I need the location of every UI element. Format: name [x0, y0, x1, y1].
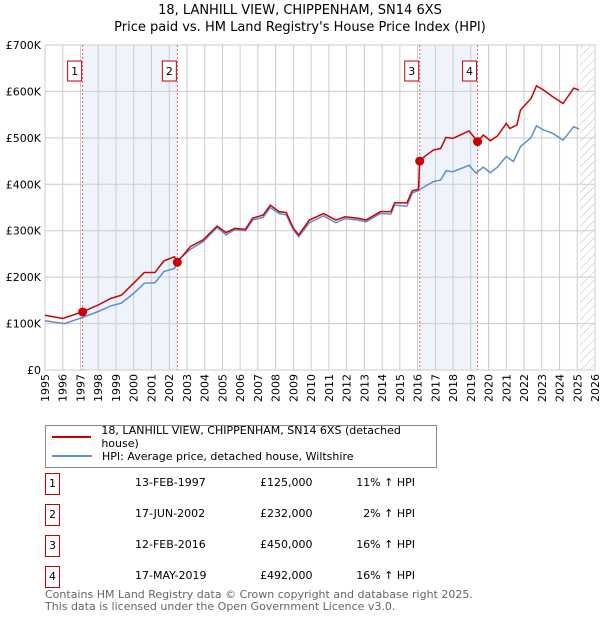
series-line-price — [44, 84, 580, 320]
x-tick-label: 2021 — [500, 374, 513, 402]
x-tick-label: 2012 — [341, 374, 354, 402]
sale-number: 3 — [45, 535, 60, 557]
x-tick-label: 2000 — [128, 374, 141, 402]
x-tick-label: 2017 — [429, 374, 442, 402]
footer-licence: This data is licensed under the Open Gov… — [45, 600, 396, 613]
y-tick-label: £0 — [27, 364, 41, 377]
chart-plot: 1995 1996 1997 1998 1999 2000 2001 2002 2003 2004… — [6, 39, 600, 402]
sale-label: 4 — [466, 65, 473, 78]
x-tick-label: 2003 — [181, 374, 194, 402]
table-row: 4 17-MAY-2019 £492,000 16% ↑ HPI — [45, 566, 465, 588]
y-tick-label: £500K — [6, 132, 42, 145]
sale-label-box — [462, 60, 478, 82]
legend-swatch-red — [52, 436, 92, 438]
x-tick-label: 2020 — [483, 374, 496, 402]
y-tick-label: £100K — [6, 318, 42, 331]
sale-label: 2 — [166, 65, 173, 78]
series-line-hpi — [44, 124, 580, 325]
chart-title: 18, LANHILL VIEW, CHIPPENHAM, SN14 6XS — [158, 3, 442, 18]
footer-copyright: Contains HM Land Registry data © Crown c… — [45, 588, 473, 601]
sale-label-box — [161, 60, 177, 82]
y-tick-label: £200K — [6, 271, 42, 284]
x-tick-label: 2018 — [447, 374, 460, 402]
x-tick-label: 2010 — [305, 374, 318, 402]
legend-label: HPI: Average price, detached house, Wilt… — [102, 449, 354, 463]
sale-price: £125,000 — [260, 476, 313, 489]
sale-point — [78, 307, 88, 317]
sale-hpi-diff: 2% ↑ HPI — [363, 507, 415, 520]
x-tick-label: 2009 — [287, 374, 300, 402]
x-tick-label: 2007 — [252, 374, 265, 402]
x-tick-label: 1999 — [110, 374, 123, 402]
y-tick-label: £400K — [6, 178, 42, 191]
x-tick-label: 2005 — [216, 374, 229, 402]
sale-label: 1 — [71, 65, 78, 78]
sale-date: 17-MAY-2019 — [135, 569, 207, 582]
x-tick-label: 2001 — [145, 374, 158, 402]
sale-hpi-diff: 16% ↑ HPI — [356, 538, 415, 551]
x-tick-label: 1995 — [39, 374, 52, 402]
x-tick-label: 2002 — [163, 374, 176, 402]
legend: 18, LANHILL VIEW, CHIPPENHAM, SN14 6XS (… — [45, 424, 437, 468]
sale-label: 3 — [408, 65, 415, 78]
table-row: 3 12-FEB-2016 £450,000 16% ↑ HPI — [45, 535, 465, 557]
sale-price: £492,000 — [260, 569, 313, 582]
sale-point — [415, 156, 425, 166]
x-tick-label: 1998 — [92, 374, 105, 402]
chart-subtitle: Price paid vs. HM Land Registry's House … — [114, 20, 486, 35]
x-tick-label: 2019 — [465, 374, 478, 402]
sale-price: £232,000 — [260, 507, 313, 520]
sale-date: 13-FEB-1997 — [135, 476, 206, 489]
x-tick-label: 2014 — [376, 374, 389, 402]
x-tick-label: 2013 — [358, 374, 371, 402]
x-tick-label: 2025 — [571, 374, 584, 402]
sale-point — [473, 137, 483, 147]
x-tick-label: 2015 — [394, 374, 407, 402]
x-tick-label: 2004 — [199, 374, 212, 402]
forecast-hatch — [579, 45, 595, 370]
sale-hpi-diff: 11% ↑ HPI — [356, 476, 415, 489]
legend-swatch-blue — [52, 455, 92, 457]
shaded-period — [82, 45, 178, 370]
sale-number: 1 — [45, 473, 60, 495]
y-tick-label: £600K — [6, 85, 42, 98]
x-tick-label: 2011 — [323, 374, 336, 402]
table-row: 1 13-FEB-1997 £125,000 11% ↑ HPI — [45, 473, 465, 495]
sale-date: 12-FEB-2016 — [135, 538, 206, 551]
y-tick-label: £300K — [6, 225, 42, 238]
x-tick-label: 2016 — [412, 374, 425, 402]
sale-number: 2 — [45, 504, 60, 526]
x-tick-label: 2008 — [270, 374, 283, 402]
plot-border — [44, 44, 596, 371]
shaded-period — [419, 45, 478, 370]
table-row: 2 17-JUN-2002 £232,000 2% ↑ HPI — [45, 504, 465, 526]
sale-hpi-diff: 16% ↑ HPI — [356, 569, 415, 582]
sale-price: £450,000 — [260, 538, 313, 551]
legend-label: 18, LANHILL VIEW, CHIPPENHAM, SN14 6XS (… — [101, 424, 401, 450]
x-tick-label: 2023 — [536, 374, 549, 402]
sale-point — [172, 257, 182, 267]
sale-label-box — [404, 60, 420, 82]
x-tick-label: 1997 — [74, 374, 87, 402]
x-tick-label: 2024 — [554, 374, 567, 402]
legend-item-price: 18, LANHILL VIEW, CHIPPENHAM, SN14 6XS (… — [52, 424, 436, 450]
sale-date: 17-JUN-2002 — [135, 507, 206, 520]
x-tick-label: 1996 — [57, 374, 70, 402]
y-tick-label: £700K — [6, 39, 42, 52]
legend-item-hpi: HPI: Average price, detached house, Wilt… — [52, 448, 354, 464]
sale-number: 4 — [45, 566, 60, 588]
x-tick-label: 2022 — [518, 374, 531, 402]
x-tick-label: 2026 — [589, 374, 600, 402]
x-tick-label: 2006 — [234, 374, 247, 402]
sale-label-box — [67, 60, 83, 82]
